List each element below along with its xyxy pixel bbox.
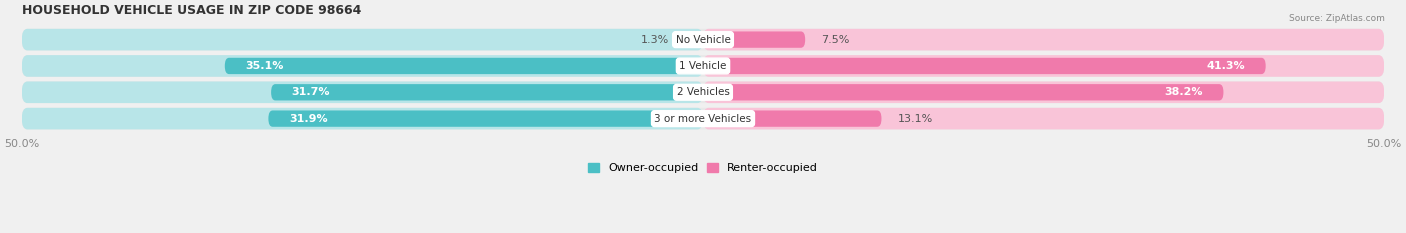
FancyBboxPatch shape [21,29,703,50]
FancyBboxPatch shape [703,55,1385,77]
FancyBboxPatch shape [21,108,1385,129]
FancyBboxPatch shape [703,110,882,127]
FancyBboxPatch shape [703,31,806,48]
FancyBboxPatch shape [21,55,703,77]
FancyBboxPatch shape [21,108,703,129]
Text: 3 or more Vehicles: 3 or more Vehicles [654,114,752,124]
Text: 7.5%: 7.5% [821,35,849,45]
Text: 31.9%: 31.9% [288,114,328,124]
FancyBboxPatch shape [21,29,1385,50]
FancyBboxPatch shape [269,110,703,127]
Text: 38.2%: 38.2% [1164,87,1204,97]
Text: No Vehicle: No Vehicle [675,35,731,45]
Text: 31.7%: 31.7% [291,87,330,97]
FancyBboxPatch shape [225,58,703,74]
FancyBboxPatch shape [703,29,1385,50]
FancyBboxPatch shape [703,84,1223,100]
Text: 2 Vehicles: 2 Vehicles [676,87,730,97]
Text: 13.1%: 13.1% [898,114,934,124]
Text: 41.3%: 41.3% [1206,61,1246,71]
FancyBboxPatch shape [703,82,1385,103]
FancyBboxPatch shape [271,84,703,100]
FancyBboxPatch shape [21,82,1385,103]
FancyBboxPatch shape [685,31,703,48]
Text: HOUSEHOLD VEHICLE USAGE IN ZIP CODE 98664: HOUSEHOLD VEHICLE USAGE IN ZIP CODE 9866… [21,4,361,17]
FancyBboxPatch shape [21,82,703,103]
Text: 35.1%: 35.1% [245,61,284,71]
Text: 1.3%: 1.3% [641,35,669,45]
FancyBboxPatch shape [703,58,1265,74]
FancyBboxPatch shape [703,108,1385,129]
Legend: Owner-occupied, Renter-occupied: Owner-occupied, Renter-occupied [583,158,823,178]
FancyBboxPatch shape [21,55,1385,77]
Text: 1 Vehicle: 1 Vehicle [679,61,727,71]
Text: Source: ZipAtlas.com: Source: ZipAtlas.com [1289,14,1385,23]
